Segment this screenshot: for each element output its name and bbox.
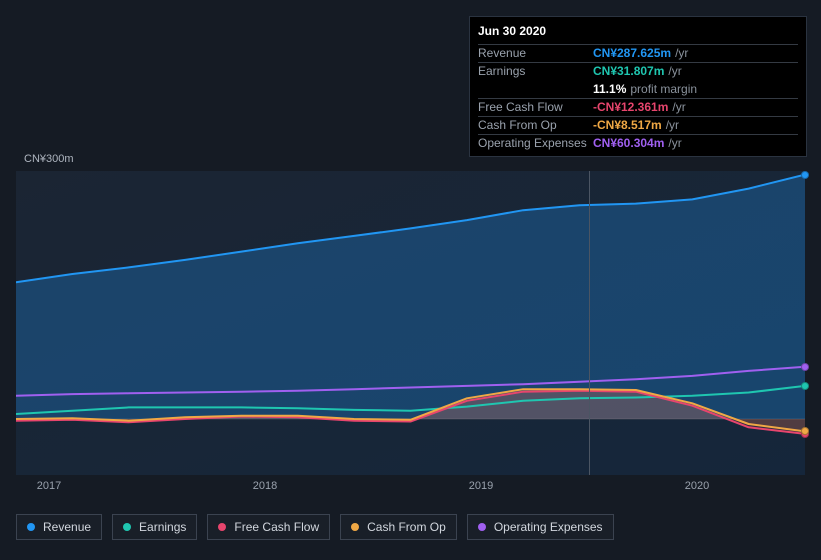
tooltip-row-value: 11.1%profit margin [593, 83, 697, 96]
legend-item-earnings[interactable]: Earnings [112, 514, 197, 540]
legend-item-opex[interactable]: Operating Expenses [467, 514, 614, 540]
tooltip-date: Jun 30 2020 [478, 23, 798, 44]
tooltip-row-margin: 11.1%profit margin [478, 81, 798, 98]
legend-dot-icon [218, 523, 226, 531]
legend-item-revenue[interactable]: Revenue [16, 514, 102, 540]
tooltip-row-cfo: Cash From Op-CN¥8.517m/yr [478, 116, 798, 134]
tooltip-row-label [478, 83, 593, 96]
tooltip-row-opex: Operating ExpensesCN¥60.304m/yr [478, 134, 798, 152]
tooltip-row-value: -CN¥8.517m/yr [593, 119, 679, 132]
series-end-marker-revenue [801, 171, 809, 179]
x-tick-label: 2018 [253, 480, 277, 492]
legend-dot-icon [123, 523, 131, 531]
tooltip-row-label: Cash From Op [478, 119, 593, 132]
tooltip-row-fcf: Free Cash Flow-CN¥12.361m/yr [478, 98, 798, 116]
legend-item-cfo[interactable]: Cash From Op [340, 514, 457, 540]
series-end-marker-earnings [801, 382, 809, 390]
tooltip-row-earnings: EarningsCN¥31.807m/yr [478, 62, 798, 80]
tooltip-row-label: Free Cash Flow [478, 101, 593, 114]
tooltip-row-label: Revenue [478, 47, 593, 60]
legend-item-fcf[interactable]: Free Cash Flow [207, 514, 330, 540]
legend: Revenue Earnings Free Cash Flow Cash From O… [16, 514, 614, 540]
legend-item-label: Cash From Op [367, 520, 446, 534]
tooltip-row-value: -CN¥12.361m/yr [593, 101, 686, 114]
tooltip-row-value: CN¥31.807m/yr [593, 65, 682, 78]
hover-vertical-line [589, 171, 590, 475]
chart-plot [16, 171, 805, 475]
legend-dot-icon [351, 523, 359, 531]
legend-dot-icon [27, 523, 35, 531]
legend-item-label: Revenue [43, 520, 91, 534]
series-end-marker-opex [801, 363, 809, 371]
x-tick-label: 2017 [37, 480, 61, 492]
x-tick-label: 2020 [685, 480, 709, 492]
tooltip-row-revenue: RevenueCN¥287.625m/yr [478, 44, 798, 62]
legend-dot-icon [478, 523, 486, 531]
tooltip-panel: Jun 30 2020 RevenueCN¥287.625m/yrEarning… [469, 16, 807, 157]
legend-item-label: Earnings [139, 520, 186, 534]
tooltip-row-label: Earnings [478, 65, 593, 78]
tooltip-row-value: CN¥287.625m/yr [593, 47, 688, 60]
x-axis: 2017 2018 2019 2020 [16, 480, 805, 496]
tooltip-row-label: Operating Expenses [478, 137, 593, 150]
series-end-marker-cfo [801, 427, 809, 435]
tooltip-row-value: CN¥60.304m/yr [593, 137, 682, 150]
x-tick-label: 2019 [469, 480, 493, 492]
legend-item-label: Free Cash Flow [234, 520, 319, 534]
y-tick-label: CN¥300m [24, 153, 74, 165]
legend-item-label: Operating Expenses [494, 520, 603, 534]
